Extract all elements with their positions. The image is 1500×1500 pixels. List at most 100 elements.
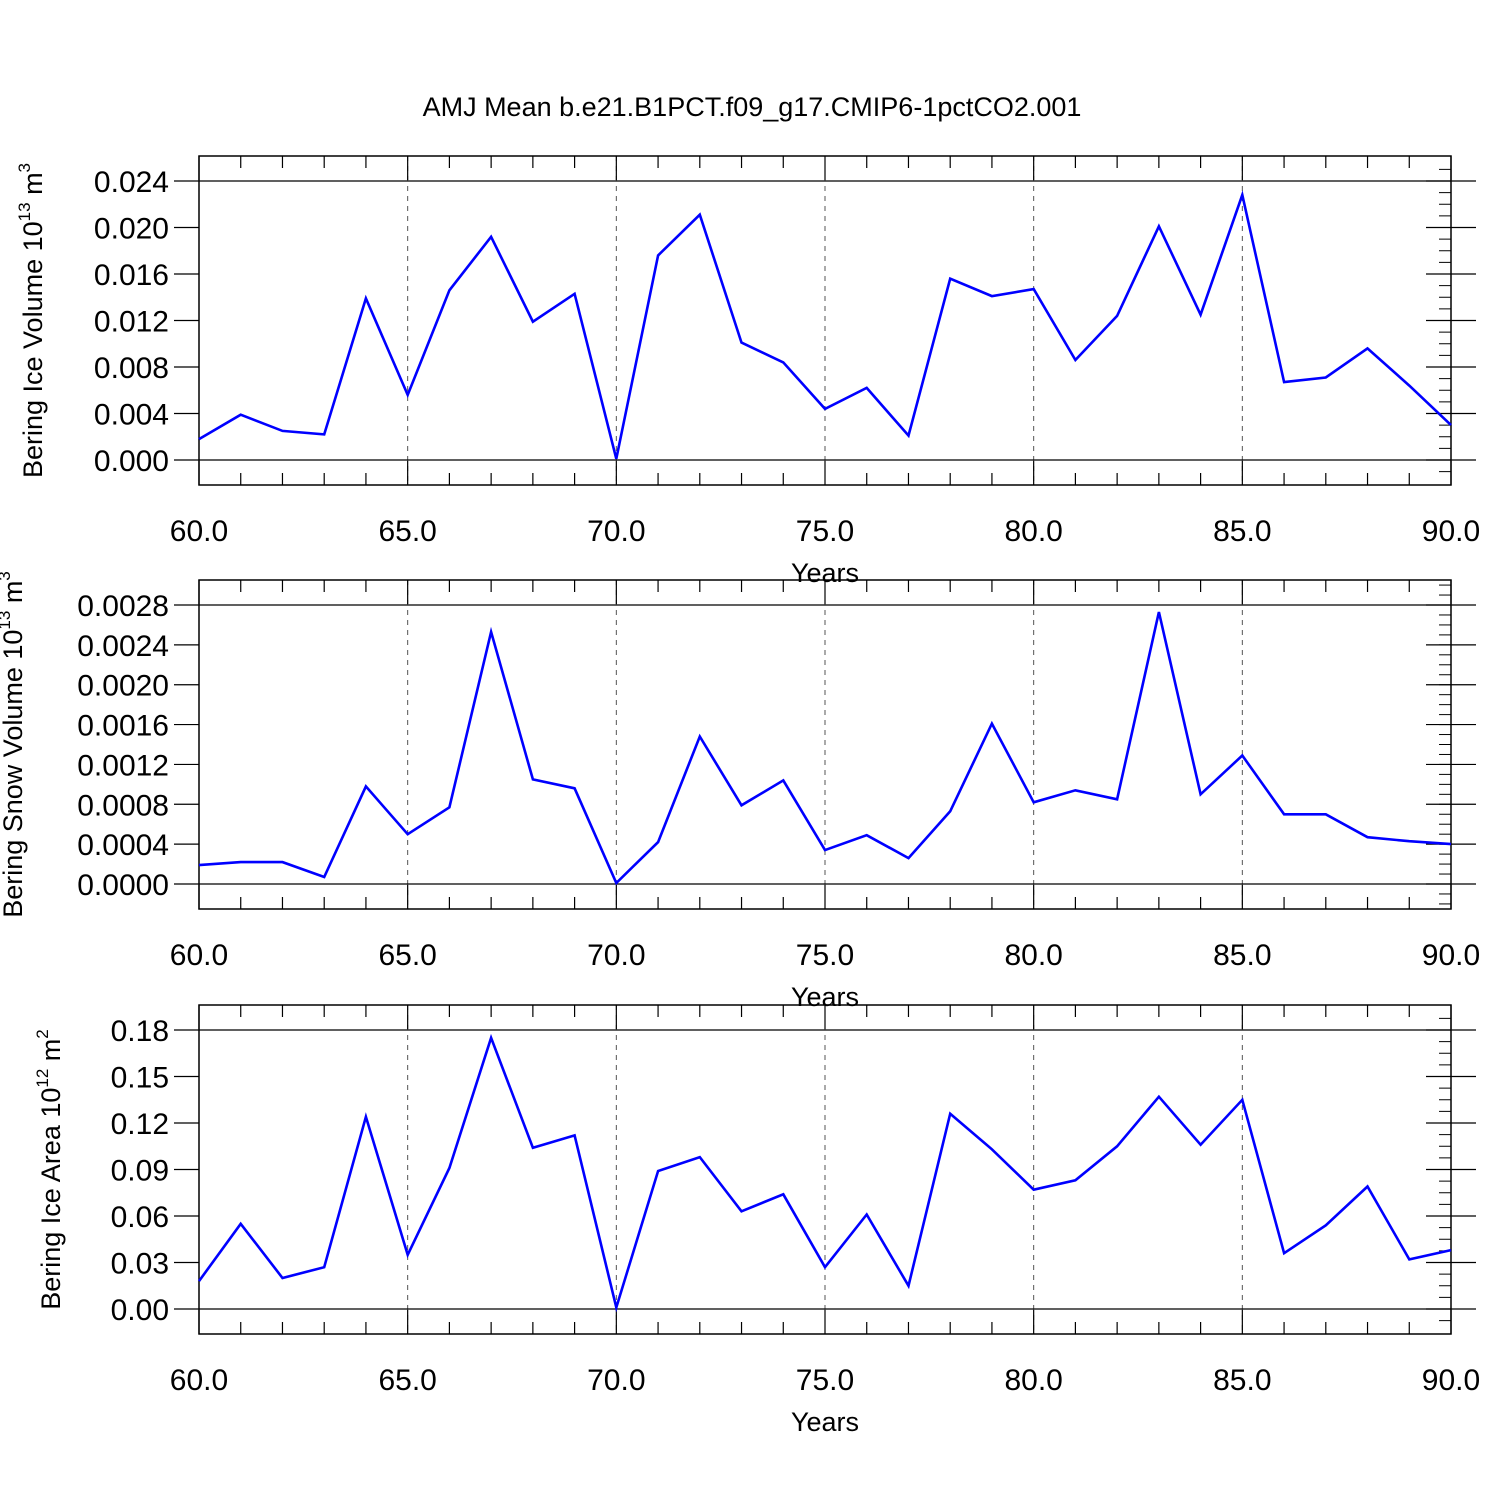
data-point (406, 832, 410, 836)
data-point (1240, 193, 1244, 197)
data-point (907, 434, 911, 438)
data-point (698, 213, 702, 217)
x-tick-label: 60.0 (170, 515, 228, 548)
x-tick-label: 80.0 (1004, 939, 1062, 972)
data-point (1324, 1223, 1328, 1227)
data-point (1240, 754, 1244, 758)
x-tick-label: 65.0 (378, 939, 436, 972)
data-point (573, 786, 577, 790)
data-point (281, 429, 285, 433)
y-axis-title: Bering Ice Volume 1013 m3 (15, 163, 48, 478)
data-point (698, 1155, 702, 1159)
x-tick-label: 90.0 (1422, 515, 1480, 548)
y-axis-title-unit: m (36, 1039, 66, 1069)
data-point (1282, 380, 1286, 384)
data-point (1407, 1257, 1411, 1261)
data-point (1240, 1098, 1244, 1102)
x-tick-label: 75.0 (796, 515, 854, 548)
data-point (1366, 346, 1370, 350)
data-point (990, 722, 994, 726)
y-axis-title: Bering Snow Volume 1013 m3 (0, 571, 28, 918)
data-point (614, 457, 618, 461)
series-line (197, 1033, 1452, 1313)
data-point (1366, 835, 1370, 839)
x-tick-label: 90.0 (1422, 1364, 1480, 1397)
y-tick-label: 0.0024 (77, 630, 169, 663)
y-tick-label: 0.00 (111, 1294, 169, 1327)
y-tick-label: 0.004 (94, 399, 169, 432)
data-point (1282, 1251, 1286, 1255)
x-tick-label: 80.0 (1004, 1364, 1062, 1397)
data-point (948, 809, 952, 813)
y-tick-label: 0.0008 (77, 789, 169, 822)
panel-1: 0.000 0.004 0.008 0.012 0.016 0.020 0.024 60.0 6… (15, 155, 1480, 588)
data-point (948, 277, 952, 281)
data-point (447, 1166, 451, 1170)
data-point (1324, 812, 1328, 816)
y-axis-title-exp: 13 (15, 202, 34, 221)
y-tick-label: 0.0000 (77, 869, 169, 902)
data-point (1282, 812, 1286, 816)
data-point (823, 848, 827, 852)
x-tick-label: 85.0 (1213, 515, 1271, 548)
x-axis-title: Years (791, 1407, 859, 1437)
chart-title: AMJ Mean b.e21.B1PCT.f09_g17.CMIP6-1pctC… (423, 92, 1082, 122)
data-point (1366, 1185, 1370, 1189)
x-tick-label: 75.0 (796, 939, 854, 972)
data-point (1449, 1248, 1453, 1252)
y-tick-label: 0.03 (111, 1248, 169, 1281)
data-point (1032, 800, 1036, 804)
data-point (1324, 376, 1328, 380)
y-axis-title-text: Bering Ice Volume 10 (18, 221, 48, 478)
data-point (406, 1253, 410, 1257)
data-point (531, 1146, 535, 1150)
data-point (656, 253, 660, 257)
y-tick-label: 0.15 (111, 1062, 169, 1095)
data-point (531, 777, 535, 781)
data-point (823, 407, 827, 411)
data-point (740, 1209, 744, 1213)
data-point (823, 1265, 827, 1269)
y-axis-title-unit-exp: 3 (15, 163, 34, 172)
data-point (197, 863, 201, 867)
x-tick-label: 60.0 (170, 939, 228, 972)
data-point (990, 1147, 994, 1151)
panel-2: 0.0000 0.0004 0.0008 0.0012 0.0016 0.0020 0.00… (0, 571, 1480, 1012)
x-tick-label: 85.0 (1213, 939, 1271, 972)
y-tick-label: 0.008 (94, 352, 169, 385)
data-point (740, 341, 744, 345)
data-point (1449, 423, 1453, 427)
data-point (531, 320, 535, 324)
data-point (656, 840, 660, 844)
data-point (865, 1213, 869, 1217)
data-point (364, 784, 368, 788)
x-tick-label: 90.0 (1422, 939, 1480, 972)
y-axis-title-unit: m (18, 172, 48, 202)
y-axis-title-text: Bering Snow Volume 10 (0, 630, 28, 918)
y-tick-label: 0.0012 (77, 749, 169, 782)
y-axis-title-unit-exp: 2 (33, 1029, 52, 1038)
y-axis-title-exp: 12 (33, 1069, 52, 1088)
data-point (907, 1284, 911, 1288)
data-point (489, 1036, 493, 1040)
y-tick-label: 0.18 (111, 1015, 169, 1048)
data-point (447, 805, 451, 809)
data-point (740, 803, 744, 807)
y-axis-title: Bering Ice Area 1012 m2 (33, 1029, 66, 1310)
y-tick-label: 0.0016 (77, 710, 169, 743)
y-tick-label: 0.12 (111, 1108, 169, 1141)
data-point (990, 294, 994, 298)
data-point (1115, 1144, 1119, 1148)
data-point (1073, 1178, 1077, 1182)
y-tick-label: 0.06 (111, 1201, 169, 1234)
data-point (781, 360, 785, 364)
x-tick-label: 60.0 (170, 1364, 228, 1397)
data-point (1115, 314, 1119, 318)
data-point (573, 1133, 577, 1137)
series-line (198, 611, 1452, 886)
x-tick-label: 65.0 (378, 1364, 436, 1397)
y-tick-label: 0.09 (111, 1155, 169, 1188)
y-tick-label: 0.0004 (77, 829, 169, 862)
y-axis-title-unit-exp: 3 (0, 571, 14, 580)
